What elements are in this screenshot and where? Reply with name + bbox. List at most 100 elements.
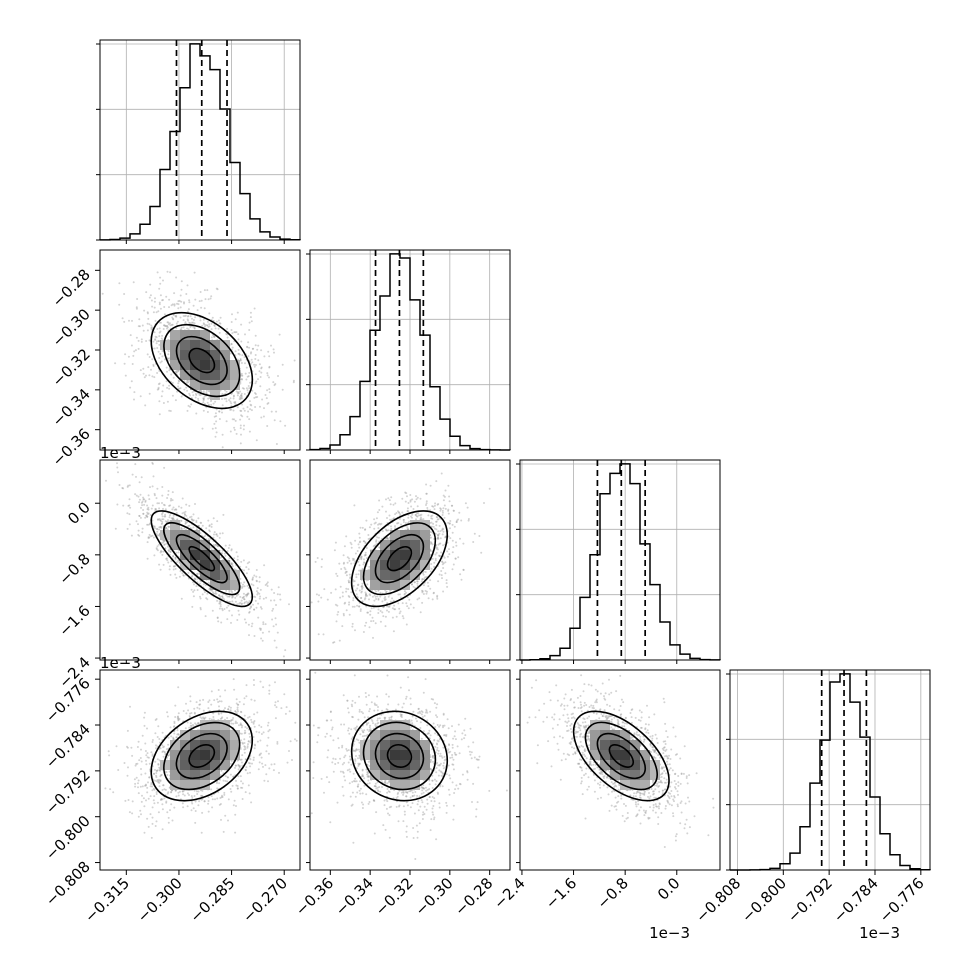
scatter-point — [147, 317, 150, 320]
scatter-point — [436, 597, 439, 600]
density-panel-p0-p1 — [101, 270, 296, 449]
scatter-point — [408, 520, 411, 523]
scatter-point — [436, 546, 439, 549]
scatter-point — [171, 499, 174, 502]
scatter-point — [361, 526, 364, 529]
scatter-point — [151, 375, 154, 378]
scatter-point — [438, 542, 441, 545]
scatter-point — [263, 407, 265, 410]
scatter-point — [457, 556, 460, 559]
scatter-point — [259, 595, 262, 598]
scatter-point — [243, 598, 246, 601]
scatter-point — [226, 336, 229, 339]
scatter-point — [235, 779, 237, 782]
scatter-point — [454, 557, 457, 560]
scatter-point — [217, 620, 220, 623]
scatter-point — [203, 323, 205, 326]
scatter-point — [174, 399, 177, 402]
scatter-point — [201, 524, 204, 527]
scatter-point — [223, 552, 226, 555]
scatter-point — [157, 350, 160, 353]
scatter-point — [126, 485, 129, 488]
scatter-point — [177, 379, 180, 382]
scatter-point — [131, 754, 134, 757]
scatter-point — [413, 581, 416, 584]
scatter-point — [252, 584, 255, 587]
scatter-point — [163, 324, 166, 327]
scatter-point — [248, 611, 251, 614]
scatter-point — [279, 598, 282, 601]
scatter-point — [156, 328, 159, 330]
scatter-point — [213, 533, 215, 536]
scatter-point — [437, 530, 440, 533]
scatter-point — [201, 324, 204, 327]
scatter-point — [175, 370, 177, 373]
scatter-point — [222, 830, 225, 833]
scatter-point — [243, 387, 245, 390]
scatter-point — [135, 475, 137, 478]
scatter-point — [171, 491, 174, 494]
scatter-point — [168, 514, 171, 517]
scatter-point — [322, 633, 325, 636]
scatter-point — [239, 390, 242, 393]
scatter-point — [210, 295, 213, 298]
scatter-point — [143, 376, 146, 379]
scatter-point — [240, 323, 243, 326]
scatter-point — [141, 324, 144, 327]
scatter-point — [158, 357, 161, 359]
scatter-point — [358, 541, 361, 544]
scatter-point — [239, 442, 242, 445]
scatter-point — [248, 792, 251, 795]
scatter-point — [128, 513, 131, 516]
scatter-point — [446, 555, 449, 558]
scatter-point — [264, 764, 267, 767]
scatter-point — [191, 317, 193, 320]
scatter-point — [432, 525, 435, 528]
scatter-point — [151, 534, 154, 537]
scatter-point — [361, 567, 364, 570]
scatter-point — [155, 497, 158, 500]
scatter-point — [272, 348, 275, 351]
scatter-point — [175, 371, 178, 374]
scatter-point — [235, 432, 238, 435]
scatter-point — [361, 582, 364, 585]
scatter-point — [238, 398, 241, 400]
scatter-point — [321, 558, 323, 561]
scatter-point — [154, 339, 157, 341]
scatter-point — [224, 814, 227, 817]
scatter-point — [377, 536, 380, 539]
scatter-point — [356, 550, 359, 552]
scatter-point — [334, 603, 337, 606]
scatter-point — [192, 319, 195, 321]
scatter-point — [248, 418, 251, 421]
scatter-point — [443, 504, 446, 507]
scatter-point — [478, 535, 481, 537]
scatter-point — [425, 483, 428, 486]
scatter-point — [186, 284, 189, 287]
scatter-point — [137, 347, 140, 350]
scatter-point — [241, 587, 243, 589]
scatter-point — [170, 803, 173, 806]
scatter-point — [148, 392, 151, 395]
scatter-point — [135, 306, 138, 309]
scatter-point — [374, 595, 377, 598]
scatter-point — [274, 704, 276, 707]
scatter-point — [140, 748, 142, 751]
scatter-point — [401, 511, 404, 514]
scatter-point — [266, 425, 269, 427]
scatter-point — [179, 306, 182, 309]
scatter-point — [223, 791, 226, 794]
scatter-point — [250, 358, 253, 361]
scatter-point — [139, 493, 142, 496]
scatter-point — [440, 472, 443, 475]
scatter-point — [171, 394, 174, 397]
scatter-point — [249, 311, 252, 314]
scatter-point — [153, 494, 156, 497]
scatter-point — [401, 497, 404, 500]
scatter-point — [273, 351, 275, 354]
scatter-point — [159, 568, 162, 571]
scatter-point — [462, 542, 465, 545]
scatter-point — [205, 324, 208, 327]
scatter-point — [452, 546, 455, 549]
scatter-point — [263, 355, 266, 358]
